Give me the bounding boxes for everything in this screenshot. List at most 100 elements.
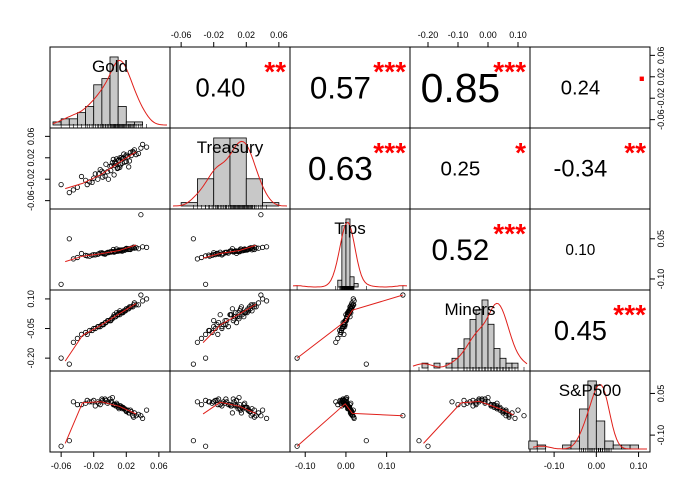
scatter-point-s-p500-vs-treasury [236, 394, 242, 401]
scatter-point-miners-vs-tips [400, 292, 406, 298]
variable-name-s-p500: S&P500 [559, 381, 621, 400]
scatter-point-s-p500-vs-gold [74, 401, 81, 408]
histogram-bar-s-p500 [604, 440, 614, 450]
scatter-point-tips-vs-gold [102, 251, 108, 257]
variable-name-gold: Gold [92, 57, 128, 76]
scatter-point-treasury-vs-gold [100, 174, 106, 180]
scatter-point-treasury-vs-gold [115, 165, 121, 171]
scatter-point-s-p500-vs-treasury [190, 438, 196, 444]
tick-label: 0.06 [270, 30, 288, 40]
significance-stars-treasury-tips: *** [373, 137, 406, 168]
correlation-value-gold-treasury: 0.40 [195, 74, 245, 102]
histogram-bar-gold [117, 106, 127, 126]
correlation-value-tips-miners: 0.52 [432, 234, 490, 267]
scatter-point-s-p500-vs-tips [294, 443, 300, 449]
scatter-point-s-p500-vs-tips [348, 410, 354, 416]
panel-s-p500-treasury [169, 370, 291, 453]
smoother-line-s-p500-vs-gold [64, 401, 137, 444]
scatter-point-treasury-vs-gold [123, 152, 129, 158]
scatter-point-s-p500-vs-treasury [212, 397, 218, 403]
scatter-point-s-p500-vs-miners [500, 407, 506, 413]
scatter-point-s-p500-vs-treasury [246, 407, 252, 413]
tick-label: -0.02 [26, 169, 36, 190]
tick-label: -0.10 [448, 30, 469, 40]
scatter-point-miners-vs-gold [119, 310, 125, 316]
scatter-point-s-p500-vs-miners [515, 407, 521, 413]
histogram-bar-tips [353, 283, 359, 288]
scatter-point-treasury-vs-gold [83, 177, 89, 183]
tick-label: 0.06 [150, 461, 168, 471]
scatter-point-s-p500-vs-miners [476, 397, 482, 403]
tick-label: 0.02 [118, 461, 136, 471]
smoother-line-miners-vs-tips [296, 294, 404, 359]
density-curve-miners [412, 302, 528, 368]
scatter-point-miners-vs-gold [96, 323, 102, 330]
scatter-point-s-p500-vs-tips [347, 407, 353, 413]
scatter-point-s-p500-vs-treasury [209, 400, 215, 406]
scatter-point-s-p500-vs-treasury [214, 397, 220, 403]
scatter-point-miners-vs-gold [58, 355, 64, 361]
scatter-point-treasury-vs-gold [110, 156, 116, 162]
scatter-point-s-p500-vs-tips [344, 403, 351, 409]
tick-label: 0.00 [588, 461, 606, 471]
scatter-point-tips-vs-gold [131, 244, 137, 250]
scatter-point-miners-vs-tips [363, 361, 369, 367]
scatter-point-s-p500-vs-treasury [206, 399, 212, 405]
scatter-point-s-p500-vs-miners [473, 401, 479, 408]
correlation-value-miners-s-p500: 0.45 [554, 315, 607, 346]
tick-label: -0.02 [203, 30, 224, 40]
tick-label: 0.00 [479, 30, 497, 40]
scatter-point-tips-vs-gold [128, 245, 134, 251]
scatter-point-s-p500-vs-treasury [258, 413, 264, 419]
scatter-point-miners-vs-treasury [217, 312, 223, 318]
scatter-point-s-p500-vs-treasury [238, 407, 244, 413]
density-curve-tips [292, 221, 408, 288]
scatter-point-treasury-vs-gold [138, 145, 144, 151]
histogram-bar-s-p500 [595, 420, 606, 450]
scatter-point-miners-vs-treasury [198, 335, 205, 341]
scatter-point-s-p500-vs-tips [346, 404, 352, 410]
scatter-point-miners-vs-tips [335, 335, 341, 341]
scatter-point-s-p500-vs-miners [506, 414, 512, 420]
scatter-point-s-p500-vs-miners [464, 400, 470, 406]
variable-name-miners: Miners [444, 300, 495, 319]
histogram-bar-miners [487, 323, 495, 369]
scatter-point-s-p500-vs-treasury [216, 396, 222, 402]
scatter-point-treasury-vs-gold [91, 175, 97, 181]
scatter-point-miners-vs-treasury [190, 361, 196, 367]
panel-miners-treasury [169, 289, 291, 372]
scatter-point-s-p500-vs-gold [83, 400, 89, 406]
tick-label: 0.06 [656, 47, 666, 65]
scatter-point-s-p500-vs-treasury [263, 415, 270, 421]
variable-name-treasury: Treasury [197, 138, 264, 157]
correlation-value-treasury-miners: 0.25 [440, 158, 480, 181]
tick-label: 0.10 [509, 30, 527, 40]
histogram-bar-treasury [245, 178, 263, 207]
correlation-value-gold-s-p500: 0.24 [561, 78, 600, 100]
significance-stars-gold-s-p500: . [638, 55, 646, 88]
scatter-point-s-p500-vs-tips [363, 438, 369, 444]
scatter-point-miners-vs-gold [115, 312, 121, 318]
scatter-point-treasury-vs-gold [89, 179, 95, 185]
scatter-point-miners-vs-treasury [263, 298, 270, 304]
scatter-point-s-p500-vs-gold [66, 438, 72, 444]
histogram-bar-gold [77, 112, 86, 126]
tick-label: 0.02 [26, 149, 36, 167]
density-curve-s-p500 [532, 383, 647, 450]
scatter-point-miners-vs-gold [100, 321, 106, 328]
scatter-point-s-p500-vs-treasury [249, 406, 255, 412]
scatter-point-treasury-vs-gold [126, 164, 132, 170]
significance-stars-gold-treasury: ** [264, 56, 286, 87]
scatter-point-treasury-vs-gold [144, 144, 150, 150]
scatter-point-treasury-vs-gold [78, 173, 85, 180]
scatter-point-s-p500-vs-treasury [203, 443, 209, 449]
scatter-point-s-p500-vs-treasury [223, 396, 229, 402]
scatter-point-treasury-vs-gold [126, 158, 133, 164]
scatter-point-miners-vs-treasury [211, 317, 217, 324]
scatter-point-miners-vs-tips [351, 302, 357, 308]
scatter-point-treasury-vs-gold [131, 147, 137, 153]
scatter-point-miners-vs-gold [70, 339, 77, 345]
significance-stars-tips-miners: *** [493, 218, 526, 249]
scatter-point-miners-vs-gold [138, 292, 144, 298]
scatter-point-treasury-vs-gold [128, 153, 134, 159]
